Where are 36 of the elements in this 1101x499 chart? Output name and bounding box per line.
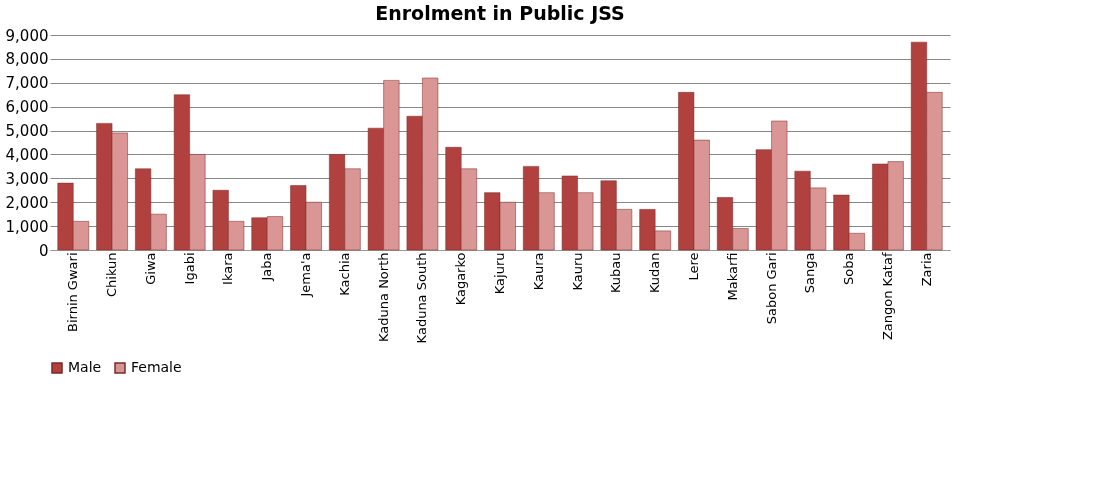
chart-title: Enrolment in Public JSS bbox=[375, 2, 625, 24]
x-tick-label: Birnin Gwari bbox=[65, 252, 81, 332]
y-tick-label: 4,000 bbox=[5, 145, 49, 164]
y-tick-label: 9,000 bbox=[5, 26, 49, 45]
x-tick-label: Kubau bbox=[608, 252, 624, 294]
x-tick-label: Ikara bbox=[220, 252, 236, 285]
x-tick-label: Kajuru bbox=[492, 252, 507, 295]
x-tick-label: Jema'a bbox=[298, 252, 314, 298]
x-tick-label: Sabon Gari bbox=[763, 252, 779, 325]
x-tick-label: Jaba bbox=[259, 252, 275, 282]
x-tick-label: Kaduna North bbox=[375, 252, 391, 342]
x-tick-label: Kauru bbox=[569, 252, 585, 291]
x-tick-label: Zangon Kataf bbox=[879, 252, 895, 341]
x-tick-label: Igabi bbox=[181, 252, 197, 285]
legend-label: Male bbox=[68, 359, 102, 375]
y-tick-label: 7,000 bbox=[5, 74, 49, 93]
x-tick-label: Soba bbox=[841, 252, 857, 285]
y-tick-label: 1,000 bbox=[5, 217, 49, 236]
x-tick-label: Giwa bbox=[142, 252, 158, 285]
legend-label: Female bbox=[131, 359, 182, 375]
y-tick-label: 8,000 bbox=[5, 50, 49, 69]
x-tick-label: Sanga bbox=[802, 252, 818, 294]
y-tick-label: 0 bbox=[38, 241, 49, 260]
x-tick-label: Kaura bbox=[530, 252, 546, 291]
x-tick-label: Chikun bbox=[104, 252, 120, 298]
x-tick-label: Lere bbox=[685, 252, 701, 281]
y-tick-label: 5,000 bbox=[5, 122, 49, 141]
y-tick-label: 3,000 bbox=[5, 169, 49, 188]
x-tick-label: Zaria bbox=[918, 252, 934, 287]
x-tick-label: Kaduna South bbox=[414, 252, 430, 344]
x-tick-label: Kudan bbox=[647, 252, 663, 294]
x-tick-label: Kagarko bbox=[453, 252, 469, 306]
x-tick-label: Makarfi bbox=[724, 252, 740, 301]
y-tick-label: 6,000 bbox=[5, 98, 49, 117]
x-tick-label: Kachia bbox=[336, 252, 352, 296]
y-tick-label: 2,000 bbox=[5, 193, 49, 212]
